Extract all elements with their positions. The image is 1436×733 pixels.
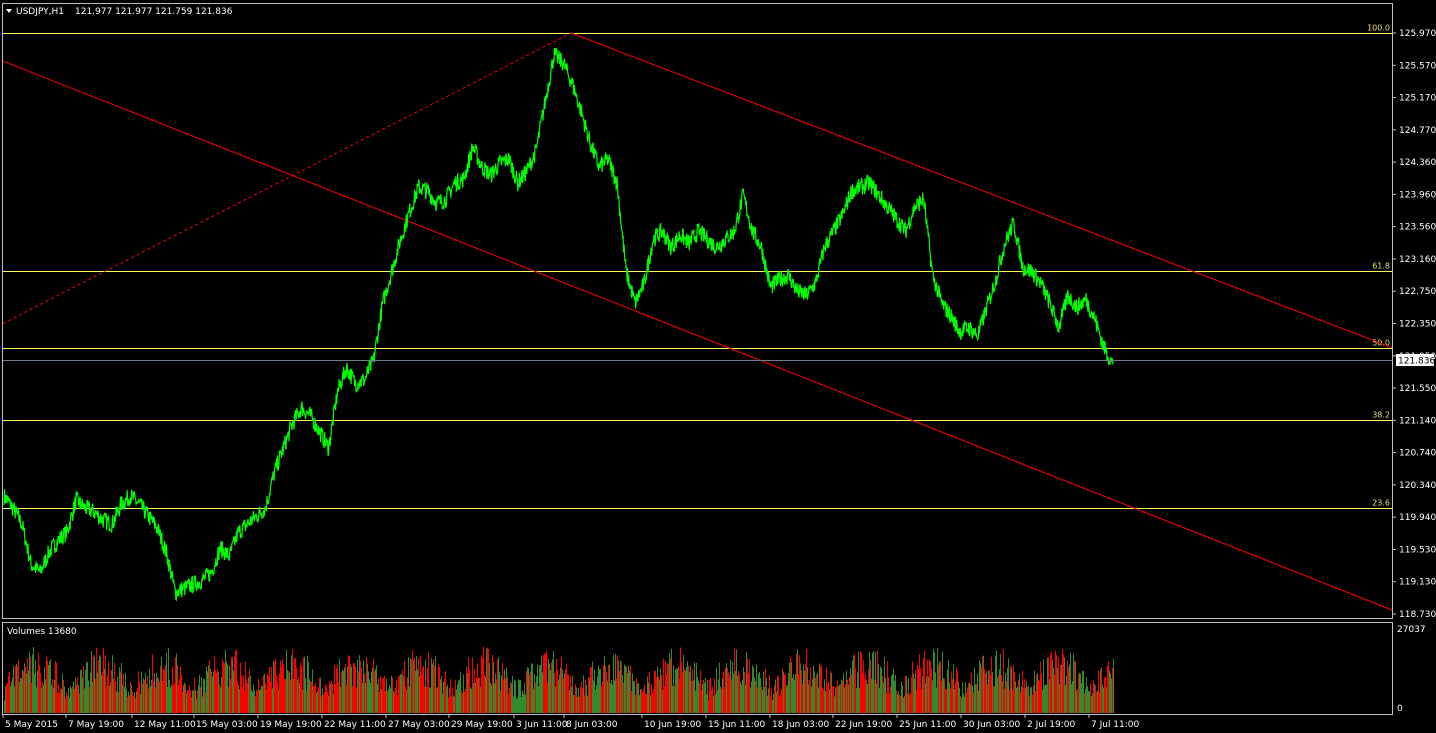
price-tick-label: 123.160 xyxy=(1399,255,1436,265)
time-tick-label: 7 Jul 11:00 xyxy=(1091,720,1140,730)
price-tick-label: 119.530 xyxy=(1399,545,1436,555)
volume-bars xyxy=(4,646,1114,713)
time-tick-label: 8 Jun 03:00 xyxy=(566,720,618,730)
time-tick-label: 27 May 03:00 xyxy=(388,720,450,730)
chart-menu-triangle-icon[interactable] xyxy=(6,9,12,13)
time-tick-label: 29 May 19:00 xyxy=(451,720,513,730)
last-price-tag xyxy=(1396,354,1434,366)
price-tick-label: 125.570 xyxy=(1399,61,1436,71)
price-tick-label: 118.730 xyxy=(1399,610,1436,620)
fibo-level-label: 23.6 xyxy=(1372,499,1390,508)
price-tick-label: 125.970 xyxy=(1399,29,1436,39)
price-pane-frame xyxy=(2,3,1393,619)
price-tick-label: 121.550 xyxy=(1399,384,1436,394)
time-tick-label: 15 May 03:00 xyxy=(196,720,258,730)
fibo-retracement-line[interactable] xyxy=(2,32,572,324)
time-tick-label: 12 May 11:00 xyxy=(134,720,196,730)
price-tick-label: 123.960 xyxy=(1399,190,1436,200)
time-tick-label: 10 Jun 19:00 xyxy=(644,720,701,730)
price-tick-label: 119.940 xyxy=(1399,513,1436,523)
volume-min-label: 0 xyxy=(1397,704,1403,714)
price-series xyxy=(3,47,1114,602)
price-tick-label: 122.750 xyxy=(1399,287,1436,297)
time-tick-label: 2 Jul 19:00 xyxy=(1027,720,1076,730)
time-tick-label: 25 Jun 11:00 xyxy=(899,720,956,730)
price-tick-label: 125.170 xyxy=(1399,94,1436,104)
symbol-label: USDJPY,H1 xyxy=(16,7,64,17)
time-tick-label: 18 Jun 03:00 xyxy=(772,720,829,730)
volumes-label: Volumes 13680 xyxy=(7,627,77,637)
price-tick-label: 122.350 xyxy=(1399,320,1436,330)
price-tick-label: 123.560 xyxy=(1399,223,1436,233)
price-line[interactable] xyxy=(3,47,1114,602)
price-tick-label: 124.360 xyxy=(1399,158,1436,168)
time-tick-label: 30 Jun 03:00 xyxy=(963,720,1020,730)
time-tick-label: 7 May 19:00 xyxy=(68,720,124,730)
time-tick-label: 19 May 19:00 xyxy=(260,720,322,730)
time-tick-label: 5 May 2015 xyxy=(5,720,58,730)
fibonacci-levels: 100.061.850.038.223.6 xyxy=(3,24,1392,509)
volume-max-label: 27037 xyxy=(1397,625,1426,635)
channel-line[interactable] xyxy=(570,32,1393,349)
time-tick-label: 15 Jun 11:00 xyxy=(708,720,765,730)
price-tick-label: 120.740 xyxy=(1399,449,1436,459)
last-price-value: 121.836 xyxy=(1398,357,1435,367)
price-tick-label: 119.130 xyxy=(1399,578,1436,588)
fibo-level-label: 100.0 xyxy=(1367,24,1390,33)
time-tick-label: 22 Jun 19:00 xyxy=(835,720,892,730)
price-tick-label: 120.340 xyxy=(1399,481,1436,491)
channel-line[interactable] xyxy=(2,60,1393,611)
price-tick-label: 124.770 xyxy=(1399,126,1436,136)
fibo-level-label: 61.8 xyxy=(1372,262,1390,271)
trend-channel xyxy=(2,32,1393,611)
ohlc-values: 121.977 121.977 121.759 121.836 xyxy=(75,7,233,17)
price-tick-label: 121.140 xyxy=(1399,416,1436,426)
time-tick-label: 22 May 11:00 xyxy=(324,720,386,730)
time-tick-label: 3 Jun 11:00 xyxy=(516,720,568,730)
price-axis[interactable]: 125.970 125.570 125.170 124.770 124.360 123.9… xyxy=(1392,29,1436,620)
fibo-level-label: 38.2 xyxy=(1372,411,1390,420)
volume-pane-frame xyxy=(2,622,1393,715)
time-axis[interactable]: 5 May 2015 7 May 19:00 12 May 11:00 15 May … xyxy=(2,715,1140,730)
